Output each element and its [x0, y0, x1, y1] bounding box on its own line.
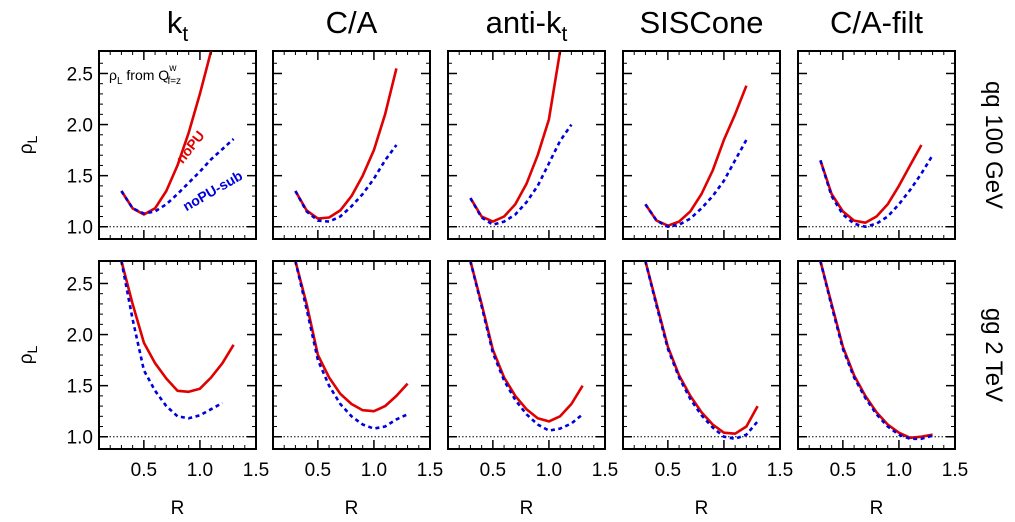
x-tick-label: 1.0	[361, 460, 387, 481]
x-tick-label: 1.0	[536, 460, 562, 481]
x-tick-label: 0.5	[480, 460, 506, 481]
x-axis-title: R	[345, 498, 359, 519]
x-tick-label: 0.5	[305, 460, 331, 481]
y-tick-label: 1.5	[67, 377, 93, 398]
tick-marks	[99, 51, 956, 449]
series-line-noPU-sub-r0-c3	[644, 139, 748, 228]
y-tick-label: 1.0	[67, 428, 93, 449]
y-tick-label: 1.5	[67, 167, 93, 188]
data-curves	[120, 51, 934, 441]
x-tick-label: 0.5	[655, 460, 681, 481]
series-line-noPU-sub-r1-c3	[644, 261, 759, 441]
series-line-noPU-r1-c1	[294, 261, 409, 413]
panel-frame-r1-c3	[622, 260, 781, 450]
series-line-noPU-r1-c4	[819, 261, 933, 440]
x-tick-label: 1.5	[417, 460, 443, 481]
panel-frame-r0-c2	[447, 50, 606, 240]
panel-frame-r1-c1	[272, 260, 431, 450]
x-tick-label: 1.0	[886, 460, 912, 481]
column-title: C/A	[326, 5, 378, 40]
panel-frame-r1-c2	[447, 260, 606, 450]
panel-frame-r0-c4	[797, 50, 956, 240]
x-tick-label: 1.5	[592, 460, 618, 481]
x-tick-label: 1.5	[243, 460, 269, 481]
series-label-noPU-sub: noPU-sub	[180, 167, 245, 214]
series-line-noPU-sub-r0-c4	[819, 154, 934, 228]
y-tick-label: 2.5	[67, 64, 93, 85]
series-line-noPU-r0-c3	[644, 85, 748, 227]
row-label: qq 100 GeV	[980, 81, 1007, 209]
panel-frames	[98, 50, 956, 450]
column-title: C/A-filt	[830, 5, 923, 40]
x-axis-title: R	[695, 498, 709, 519]
series-line-noPU-sub-r1-c2	[469, 261, 584, 432]
x-tick-label: 1.5	[767, 460, 793, 481]
x-axis-title: R	[870, 498, 884, 519]
x-tick-label: 1.0	[187, 460, 213, 481]
series-line-noPU-r0-c2	[469, 51, 562, 223]
column-title: kt	[167, 5, 189, 46]
x-tick-label: 0.5	[131, 460, 157, 481]
y-tick-label: 2.0	[67, 326, 93, 347]
series-line-noPU-r0-c1	[294, 68, 398, 220]
column-title: anti-kt	[486, 5, 568, 46]
column-title: SISCone	[639, 5, 763, 40]
series-label-noPU: noPU	[173, 128, 208, 167]
series-line-noPU-sub-r1-c4	[819, 261, 933, 441]
x-tick-label: 1.5	[942, 460, 968, 481]
panel-frame-r1-c0	[98, 260, 257, 450]
row-label: gg 2 TeV	[980, 308, 1007, 402]
y-tick-label: 2.0	[67, 116, 93, 137]
y-axis-title: ρL	[16, 345, 40, 364]
series-line-noPU-r0-c4	[819, 144, 923, 224]
series-line-noPU-sub-r1-c1	[294, 261, 409, 430]
y-axis-title: ρL	[16, 135, 40, 154]
x-tick-label: 1.0	[711, 460, 737, 481]
panel-frame-r0-c1	[272, 50, 431, 240]
series-line-noPU-sub-r0-c1	[294, 144, 398, 223]
series-line-noPU-sub-r0-c2	[469, 123, 573, 226]
x-axis-title: R	[171, 498, 185, 519]
panel-frame-r0-c3	[622, 50, 781, 240]
y-tick-label: 2.5	[67, 274, 93, 295]
reference-lines	[99, 226, 955, 438]
x-axis-title: R	[520, 498, 534, 519]
series-line-noPU-r1-c2	[469, 261, 584, 423]
x-tick-label: 0.5	[830, 460, 856, 481]
panel-frame-r1-c4	[797, 260, 956, 450]
series-line-noPU-sub-r1-c0	[120, 261, 224, 420]
series-line-noPU-r1-c0	[120, 261, 235, 394]
annotation-text: ρL from Qw f=z	[109, 63, 181, 87]
series-line-noPU-r1-c3	[644, 261, 759, 435]
y-tick-label: 1.0	[67, 218, 93, 239]
